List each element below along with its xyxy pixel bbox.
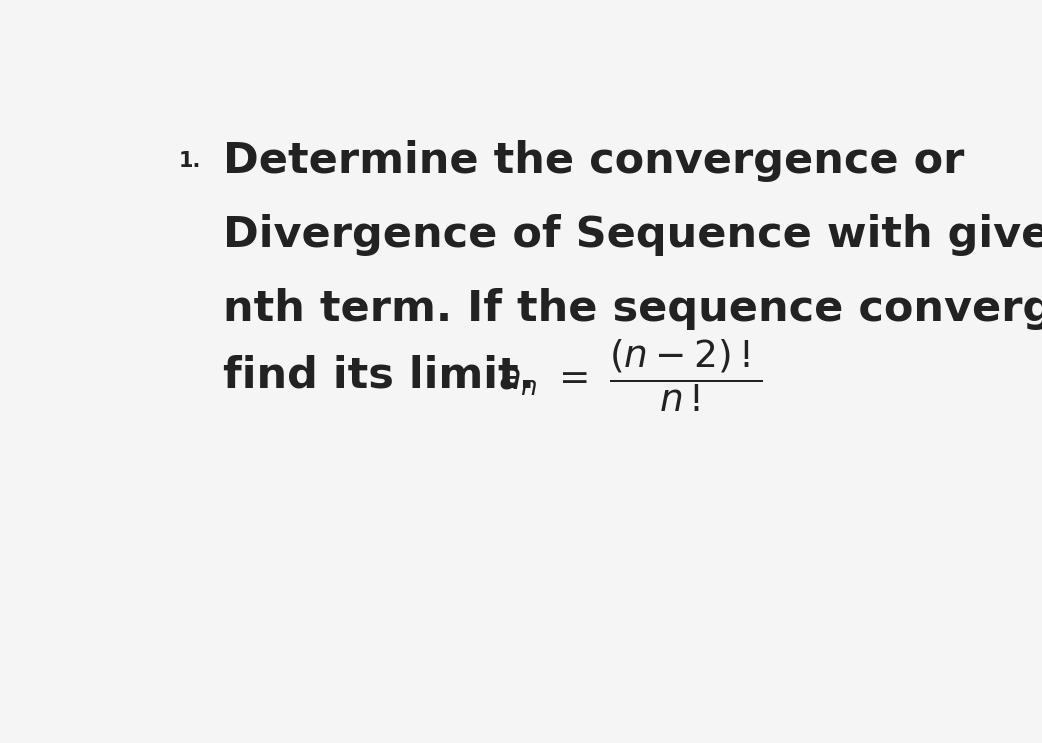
Text: nth term. If the sequence converges,: nth term. If the sequence converges, — [223, 288, 1042, 331]
Text: Determine the convergence or: Determine the convergence or — [223, 140, 965, 182]
Text: 1.: 1. — [179, 151, 201, 171]
Text: $\mathit{a}_{\mathit{n}}\ =\ \dfrac{(\mathit{n}-2)\,!}{\mathit{n}\,!}$: $\mathit{a}_{\mathit{n}}\ =\ \dfrac{(\ma… — [498, 337, 762, 414]
Text: find its limit.: find its limit. — [223, 354, 535, 396]
Text: Divergence of Sequence with given: Divergence of Sequence with given — [223, 214, 1042, 256]
